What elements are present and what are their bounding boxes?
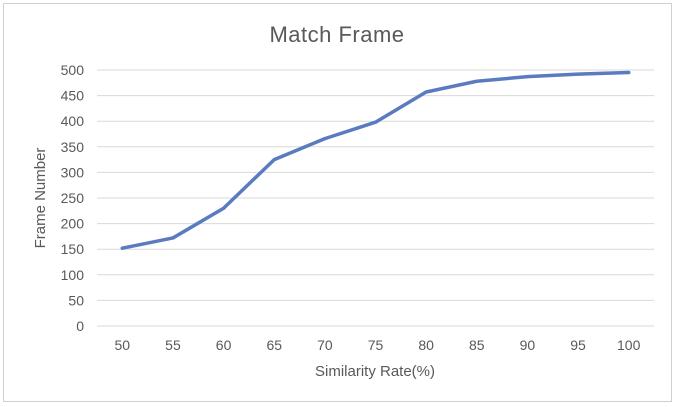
x-tick-label: 60	[216, 337, 232, 353]
x-tick-label: 75	[368, 337, 384, 353]
x-axis-ticks: 50 55 60 65 70 75 80 85 90 95 100	[115, 337, 641, 353]
y-tick-label: 350	[61, 139, 85, 155]
data-point	[424, 90, 428, 94]
y-tick-label: 400	[61, 113, 85, 129]
data-point	[525, 75, 530, 79]
x-tick-label: 90	[520, 337, 536, 353]
x-tick-label: 100	[617, 337, 641, 353]
x-tick-label: 55	[165, 337, 181, 353]
y-tick-label: 450	[61, 88, 85, 104]
y-tick-label: 300	[61, 164, 85, 180]
x-tick-label: 70	[317, 337, 333, 353]
y-tick-label: 0	[76, 318, 84, 334]
y-tick-label: 200	[61, 216, 85, 232]
y-tick-label: 500	[61, 62, 85, 78]
gridlines	[97, 69, 654, 327]
chart-title: Match Frame	[269, 22, 404, 47]
y-tick-label: 100	[61, 267, 85, 283]
y-axis-ticks: 0 50 100 150 200 250 300 350 400 450 500	[61, 62, 85, 334]
x-tick-label: 95	[570, 337, 586, 353]
data-point	[627, 70, 631, 75]
data-point	[171, 236, 175, 240]
data-point	[120, 246, 124, 250]
x-tick-label: 50	[115, 337, 131, 353]
x-axis-label: Similarity Rate(%)	[315, 363, 435, 380]
series-layer	[120, 70, 631, 250]
data-point	[373, 120, 378, 124]
y-axis-label: Frame Number	[32, 148, 49, 249]
x-tick-label: 65	[266, 337, 282, 353]
data-point	[576, 72, 580, 76]
series-line	[120, 70, 631, 250]
data-point	[272, 158, 276, 162]
data-point	[475, 79, 479, 83]
x-tick-label: 85	[469, 337, 485, 353]
data-point	[323, 137, 327, 141]
data-point	[221, 206, 226, 210]
x-tick-label: 80	[418, 337, 434, 353]
y-tick-label: 250	[61, 190, 85, 206]
y-tick-label: 150	[61, 241, 85, 257]
y-tick-label: 50	[68, 292, 84, 308]
